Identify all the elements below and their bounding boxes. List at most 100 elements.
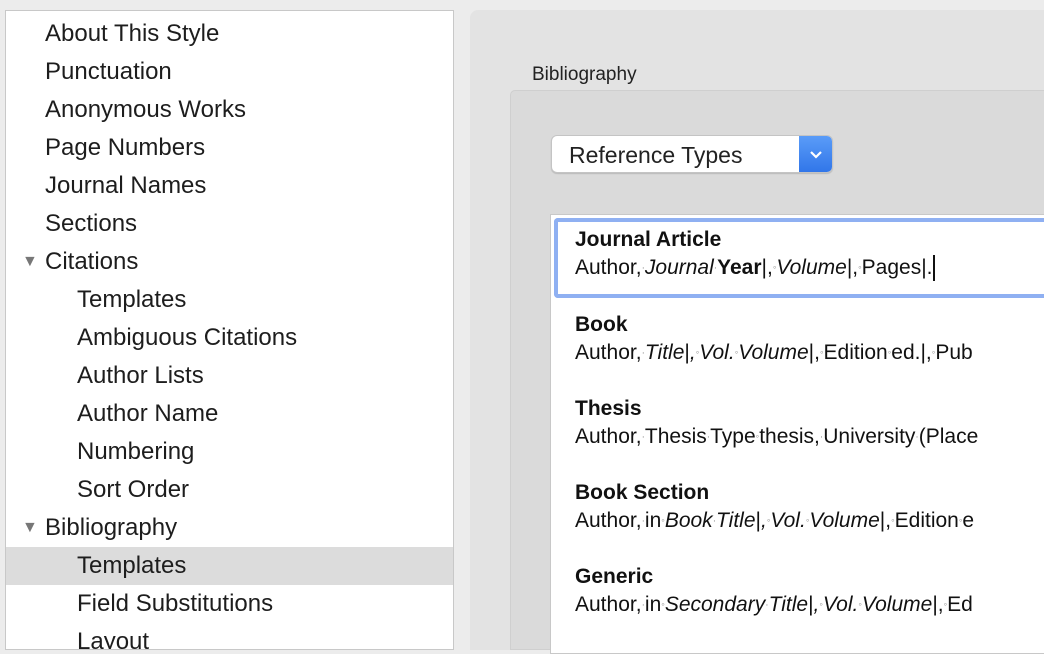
- template-title: Journal Article: [575, 228, 722, 251]
- sidebar-item[interactable]: Templates: [6, 547, 453, 585]
- template-segment: Book: [664, 509, 713, 532]
- sidebar-item[interactable]: Sort Order: [6, 471, 453, 509]
- template-segment: Pub: [935, 341, 973, 364]
- sidebar-item-label: Punctuation: [45, 58, 172, 85]
- sidebar-item-label: Ambiguous Citations: [77, 324, 298, 351]
- reference-types-dropdown[interactable]: Reference Types: [551, 135, 833, 173]
- template-segment: |,: [846, 256, 859, 279]
- sidebar-item[interactable]: ▼ Bibliography: [6, 509, 453, 547]
- sidebar-item[interactable]: About This Style: [6, 15, 453, 53]
- template-title: Book Section: [575, 481, 710, 504]
- chevron-down-icon[interactable]: [799, 136, 832, 172]
- text-cursor: [932, 255, 935, 282]
- template-segment: ·: [641, 599, 645, 611]
- template-segment: |,: [761, 256, 773, 279]
- template-segment: Author,: [575, 341, 642, 364]
- template-segment: ◦: [766, 515, 771, 527]
- template-segment: ·: [765, 599, 769, 611]
- template-item[interactable]: Thesis Author,·Thesis·Type◦thesis,·Univer…: [554, 387, 1044, 467]
- template-segment: ◦: [805, 515, 810, 527]
- sidebar-item[interactable]: Sections: [6, 205, 453, 243]
- template-segment: ·: [713, 262, 718, 274]
- template-segment: ·: [641, 431, 645, 443]
- sidebar-item-label: Templates: [77, 286, 187, 313]
- sidebar-item[interactable]: Journal Names: [6, 167, 453, 205]
- template-segment: ,: [813, 593, 820, 616]
- template-segment: University: [823, 425, 916, 448]
- sidebar-item[interactable]: Templates: [6, 281, 453, 319]
- template-segment: ·: [641, 347, 645, 359]
- template-segment: ·: [712, 515, 717, 527]
- template-segment: Title: [768, 593, 809, 616]
- sidebar-item[interactable]: Author Lists: [6, 357, 453, 395]
- sidebar-item[interactable]: Author Name: [6, 395, 453, 433]
- template-text: Author,·in◦Book·Title|,◦Vol.◦Volume|,◦Ed…: [575, 507, 1044, 535]
- sidebar-item-label: Numbering: [77, 438, 195, 465]
- disclosure-triangle-icon[interactable]: ▼: [22, 253, 38, 270]
- template-segment: ◦: [755, 431, 760, 443]
- template-segment: |: [684, 341, 690, 364]
- sidebar-item-label: Author Lists: [77, 362, 204, 389]
- template-segment: ,: [761, 509, 767, 532]
- template-item[interactable]: Generic Author,·in◦Secondary·Title|,◦Vol.…: [554, 555, 1044, 635]
- sidebar-item-label: Page Numbers: [45, 134, 206, 161]
- template-segment: Vol.: [699, 341, 735, 364]
- template-segment: Journal: [644, 256, 714, 279]
- sidebar-item-label: Journal Names: [45, 172, 207, 199]
- sidebar-item-label: About This Style: [45, 20, 220, 47]
- template-segment: ◦: [661, 599, 665, 611]
- template-segment: Type: [710, 425, 756, 448]
- template-segment: ◦: [661, 515, 665, 527]
- template-segment: (Place: [918, 425, 979, 448]
- sidebar-item[interactable]: ▼ Citations: [6, 243, 453, 281]
- template-segment: ◦: [819, 599, 823, 611]
- sidebar-item-label: Templates: [77, 552, 187, 579]
- template-segment: Year: [717, 256, 762, 279]
- template-text[interactable]: Author,·Journal·Year|,◦Volume|,◦Pages|.: [575, 254, 1044, 282]
- template-segment: ◦: [819, 347, 824, 359]
- template-segment: Pages|.: [861, 256, 933, 279]
- template-segment: Vol.: [770, 509, 806, 532]
- template-segment: Author,: [575, 593, 642, 616]
- templates-list[interactable]: Journal Article Author,·Journal·Year|,◦Vo…: [550, 214, 1044, 654]
- template-segment: |,: [932, 593, 944, 616]
- dropdown-value: Reference Types: [569, 142, 743, 168]
- template-segment: ◦: [931, 347, 936, 359]
- template-segment: |: [808, 593, 814, 616]
- template-segment: ◦: [858, 262, 862, 274]
- template-segment: ed.|,: [891, 341, 932, 364]
- template-segment: Author,: [575, 256, 642, 279]
- sidebar-item[interactable]: Ambiguous Citations: [6, 319, 453, 357]
- sidebar-item[interactable]: Numbering: [6, 433, 453, 471]
- template-segment: Title: [644, 341, 685, 364]
- template-segment: ◦: [891, 515, 895, 527]
- template-segment: ◦: [958, 515, 963, 527]
- template-text: Author,·Thesis·Type◦thesis,·University·(…: [575, 423, 1044, 451]
- template-segment: ◦: [772, 262, 777, 274]
- sidebar-item[interactable]: Field Substitutions: [6, 585, 453, 623]
- sidebar-item-label: Field Substitutions: [77, 590, 274, 617]
- template-text: Author,·in◦Secondary·Title|,◦Vol.◦Volume…: [575, 591, 1044, 619]
- template-text: Author,·Title|,◦Vol.◦Volume|,◦Edition◦ed…: [575, 339, 1044, 367]
- template-item[interactable]: Book Author,·Title|,◦Vol.◦Volume|,◦Editio…: [554, 303, 1044, 383]
- sidebar-item[interactable]: Punctuation: [6, 53, 453, 91]
- template-segment: Volume: [776, 256, 847, 279]
- sidebar-item-label: Anonymous Works: [45, 96, 246, 123]
- sidebar-item-label: Author Name: [77, 400, 219, 427]
- template-segment: in: [644, 509, 662, 532]
- disclosure-triangle-icon[interactable]: ▼: [22, 519, 38, 536]
- sidebar-item[interactable]: Layout: [6, 623, 453, 649]
- template-item[interactable]: Journal Article Author,·Journal·Year|,◦Vo…: [554, 218, 1044, 298]
- sidebar-item-label: Bibliography: [45, 514, 178, 541]
- sidebar-item[interactable]: Page Numbers: [6, 129, 453, 167]
- template-segment: ,: [689, 341, 696, 364]
- template-segment: Author,: [575, 509, 642, 532]
- template-item[interactable]: Book Section Author,·in◦Book·Title|,◦Vol.…: [554, 471, 1044, 551]
- template-segment: Volume: [861, 593, 933, 616]
- template-segment: Vol.: [822, 593, 859, 616]
- sidebar-outline[interactable]: About This Style Punctuation Anonymous Wor…: [5, 10, 454, 650]
- template-segment: Edition: [823, 341, 888, 364]
- template-segment: Author,: [575, 425, 642, 448]
- sidebar-item-label: Citations: [45, 248, 139, 275]
- sidebar-item[interactable]: Anonymous Works: [6, 91, 453, 129]
